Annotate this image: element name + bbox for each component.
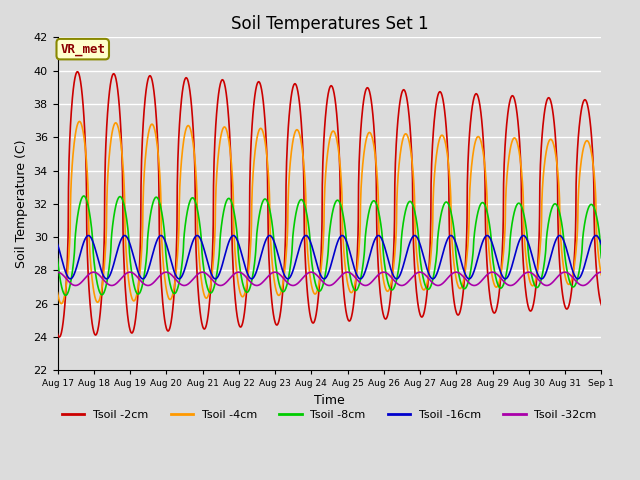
Y-axis label: Soil Temperature (C): Soil Temperature (C) — [15, 140, 28, 268]
X-axis label: Time: Time — [314, 394, 345, 407]
Text: VR_met: VR_met — [60, 43, 105, 56]
Legend: Tsoil -2cm, Tsoil -4cm, Tsoil -8cm, Tsoil -16cm, Tsoil -32cm: Tsoil -2cm, Tsoil -4cm, Tsoil -8cm, Tsoi… — [58, 406, 601, 425]
Title: Soil Temperatures Set 1: Soil Temperatures Set 1 — [230, 15, 428, 33]
